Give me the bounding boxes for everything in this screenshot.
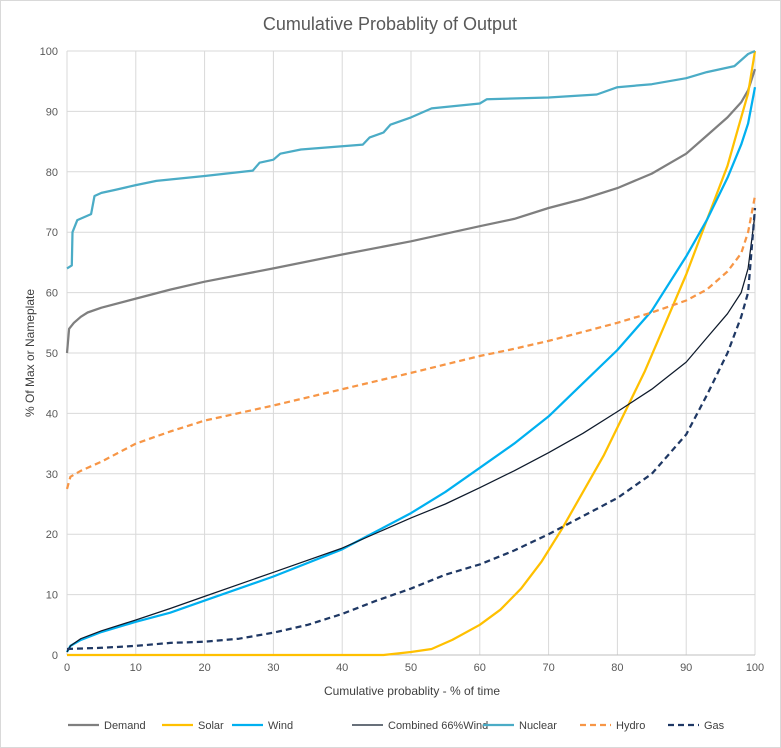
series-line-hydro: [65, 195, 757, 490]
y-tick-label: 0: [52, 650, 58, 662]
legend-label-solar: Solar: [198, 720, 224, 732]
x-tick-label: 50: [405, 662, 417, 674]
y-tick-label: 70: [46, 227, 58, 239]
y-tick-label: 20: [46, 529, 58, 541]
grid-layer: [66, 50, 756, 656]
legend-label-wind: Wind: [268, 720, 293, 732]
chart-title: Cumulative Probablity of Output: [263, 14, 517, 34]
series-line-solar: [67, 50, 757, 657]
series-layer: [65, 49, 757, 657]
y-tick-label: 60: [46, 288, 58, 300]
x-tick-label: 40: [336, 662, 348, 674]
y-tick-label: 40: [46, 408, 58, 420]
legend-label-hydro: Hydro: [616, 720, 645, 732]
x-tick-label: 0: [64, 662, 70, 674]
series-line-nuclear: [66, 49, 756, 270]
x-tick-label: 100: [746, 662, 764, 674]
legend-label-demand: Demand: [104, 720, 146, 732]
x-tick-label: 90: [680, 662, 692, 674]
y-tick-label: 50: [46, 348, 58, 360]
x-tick-label: 70: [542, 662, 554, 674]
y-tick-label: 10: [46, 590, 58, 602]
series-line-wind: [66, 86, 757, 653]
y-tick-label: 80: [46, 167, 58, 179]
x-axis-label: Cumulative probablity - % of time: [324, 684, 500, 698]
x-tick-label: 80: [611, 662, 623, 674]
x-tick-label: 10: [130, 662, 142, 674]
series-line-gas: [66, 207, 757, 651]
y-tick-label: 30: [46, 469, 58, 481]
legend-label-combined-66-wind: Combined 66%Wind: [388, 720, 488, 732]
x-tick-label: 20: [198, 662, 210, 674]
tick-label-layer: 0 10 20 30 40 50 60 70 80 90 100 0 10 20 30 40 50 60 70 80 9…: [40, 46, 765, 674]
x-tick-label: 60: [474, 662, 486, 674]
legend-label-nuclear: Nuclear: [519, 720, 557, 732]
series-line-combined-66-wind: [66, 214, 756, 653]
y-tick-label: 100: [40, 46, 58, 58]
series-line-demand: [65, 68, 757, 354]
legend-label-gas: Gas: [704, 720, 725, 732]
x-tick-label: 30: [267, 662, 279, 674]
y-axis-label: % Of Max or Nameplate: [23, 289, 37, 417]
legend: Demand Solar Wind Combined 66%Wind Nuclear Hy…: [68, 720, 725, 732]
y-tick-label: 90: [46, 106, 58, 118]
